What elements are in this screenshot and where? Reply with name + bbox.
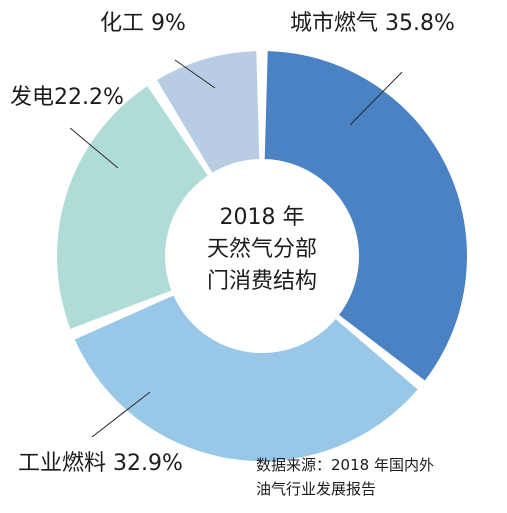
slice-label-2: 工业燃料 32.9% — [18, 451, 183, 476]
leader-lines — [69, 59, 403, 438]
slice-3 — [56, 86, 208, 329]
leader-line-2 — [91, 391, 151, 438]
slice-label-4: 化工 9% — [100, 11, 186, 36]
leader-line-1 — [349, 71, 403, 126]
center-title-line-1: 2018 年 — [220, 205, 305, 230]
slice-4 — [156, 51, 260, 173]
center-title-line-2: 天然气分部 — [207, 237, 317, 262]
source-note-line-2: 油气行业发展报告 — [256, 480, 376, 498]
leader-line-3 — [69, 127, 119, 169]
center-title-line-3: 门消费结构 — [207, 269, 317, 294]
slice-labels: 城市燃气 35.8% 工业燃料 32.9% 发电22.2% 化工 9% — [10, 11, 455, 476]
slices-layer — [56, 51, 468, 462]
slice-1 — [264, 51, 468, 381]
slice-label-3: 发电22.2% — [10, 85, 124, 110]
slice-2 — [74, 295, 418, 462]
source-note-line-1: 数据来源：2018 年国内外 — [256, 456, 434, 474]
leader-line-4 — [174, 59, 216, 89]
slice-label-1: 城市燃气 35.8% — [290, 11, 455, 36]
